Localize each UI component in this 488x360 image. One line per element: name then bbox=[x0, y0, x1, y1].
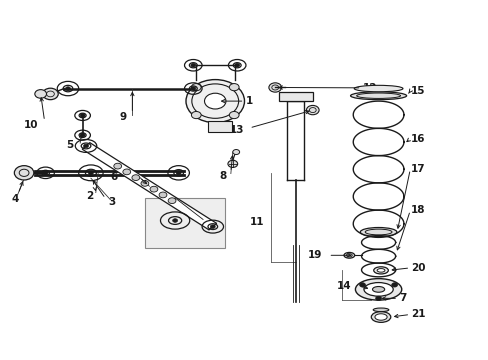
Circle shape bbox=[190, 63, 195, 67]
Circle shape bbox=[83, 144, 88, 148]
Circle shape bbox=[176, 171, 181, 175]
Circle shape bbox=[168, 198, 176, 203]
Circle shape bbox=[191, 84, 201, 91]
Circle shape bbox=[35, 90, 46, 98]
Bar bbox=[278, 92, 312, 101]
Text: 19: 19 bbox=[307, 250, 322, 260]
Text: 2: 2 bbox=[86, 191, 93, 201]
Text: 12: 12 bbox=[362, 83, 376, 93]
Ellipse shape bbox=[353, 85, 402, 92]
Circle shape bbox=[141, 180, 148, 186]
Text: 4: 4 bbox=[11, 194, 19, 204]
Ellipse shape bbox=[363, 283, 392, 296]
Text: 15: 15 bbox=[410, 86, 425, 96]
Ellipse shape bbox=[350, 92, 406, 100]
Circle shape bbox=[42, 88, 58, 100]
Circle shape bbox=[132, 175, 140, 180]
Text: 8: 8 bbox=[219, 171, 226, 181]
Text: 21: 21 bbox=[410, 310, 425, 319]
Circle shape bbox=[80, 134, 85, 137]
Circle shape bbox=[227, 160, 237, 167]
Text: 6: 6 bbox=[110, 172, 118, 182]
Text: 18: 18 bbox=[410, 206, 425, 216]
Polygon shape bbox=[82, 143, 216, 230]
Ellipse shape bbox=[376, 269, 384, 272]
Circle shape bbox=[375, 296, 381, 301]
Text: 16: 16 bbox=[410, 134, 425, 144]
Ellipse shape bbox=[343, 252, 354, 258]
Circle shape bbox=[185, 80, 244, 123]
Circle shape bbox=[190, 87, 195, 90]
Circle shape bbox=[232, 149, 239, 154]
Circle shape bbox=[65, 87, 70, 90]
Circle shape bbox=[88, 171, 93, 175]
Circle shape bbox=[234, 63, 239, 67]
Text: 10: 10 bbox=[24, 120, 39, 130]
Text: 11: 11 bbox=[249, 217, 264, 227]
Text: 1: 1 bbox=[245, 96, 252, 106]
Text: 20: 20 bbox=[410, 263, 425, 273]
Circle shape bbox=[43, 171, 48, 175]
Circle shape bbox=[391, 283, 397, 287]
Circle shape bbox=[210, 225, 215, 228]
Text: 5: 5 bbox=[66, 140, 74, 150]
Ellipse shape bbox=[370, 312, 390, 322]
Circle shape bbox=[159, 192, 166, 198]
Text: 3: 3 bbox=[108, 197, 115, 207]
Circle shape bbox=[229, 112, 239, 119]
Ellipse shape bbox=[373, 267, 387, 274]
Circle shape bbox=[359, 283, 365, 287]
Text: 14: 14 bbox=[336, 281, 351, 291]
Ellipse shape bbox=[374, 314, 386, 320]
Circle shape bbox=[229, 84, 239, 91]
Circle shape bbox=[114, 163, 122, 169]
FancyBboxPatch shape bbox=[144, 198, 224, 248]
Circle shape bbox=[204, 93, 225, 109]
Circle shape bbox=[150, 186, 158, 192]
Text: 17: 17 bbox=[410, 164, 425, 174]
Circle shape bbox=[172, 219, 177, 222]
Circle shape bbox=[80, 114, 85, 117]
Text: 7: 7 bbox=[398, 293, 406, 303]
Circle shape bbox=[268, 83, 281, 92]
Text: 13: 13 bbox=[229, 125, 244, 135]
Circle shape bbox=[14, 166, 34, 180]
Ellipse shape bbox=[372, 287, 384, 292]
Ellipse shape bbox=[360, 228, 396, 237]
Ellipse shape bbox=[372, 308, 388, 312]
Circle shape bbox=[191, 112, 201, 119]
Circle shape bbox=[122, 169, 130, 175]
Ellipse shape bbox=[355, 279, 401, 300]
Bar bbox=[207, 121, 232, 132]
Text: 9: 9 bbox=[119, 112, 126, 122]
Circle shape bbox=[306, 105, 319, 115]
